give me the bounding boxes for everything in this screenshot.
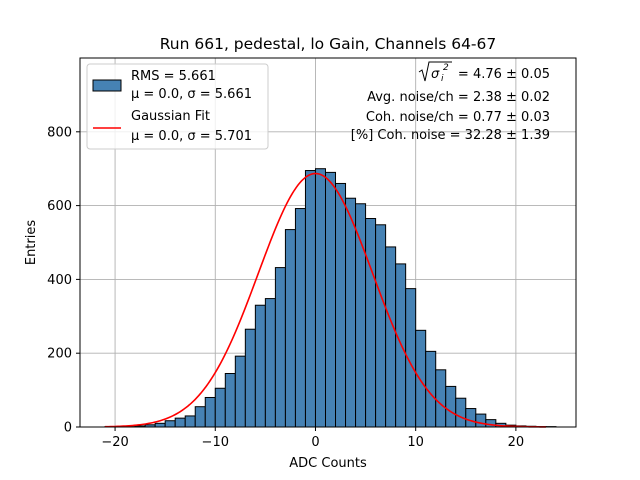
y-tick-label: 600 xyxy=(47,199,72,214)
histogram-bar xyxy=(184,415,196,428)
y-axis-ticks: 0 200 400 600 800 xyxy=(47,125,80,436)
histogram-bar xyxy=(385,246,397,428)
coh-noise-text: Coh. noise/ch = 0.77 ± 0.03 xyxy=(366,110,550,125)
x-tick-label: 0 xyxy=(311,435,319,450)
x-axis-ticks: −20 −10 0 10 20 xyxy=(101,427,524,450)
histogram-bar xyxy=(435,369,447,428)
histogram-bar xyxy=(375,224,387,428)
histogram-bar xyxy=(345,197,357,428)
legend-fit-params: μ = 0.0, σ = 5.701 xyxy=(131,129,252,144)
histogram-bar xyxy=(254,304,266,428)
histogram-bar xyxy=(304,170,316,428)
sqrt-sigma-symbol: σ 2 i xyxy=(418,61,452,84)
histogram-bar xyxy=(174,417,186,428)
sigma-subscript: i xyxy=(441,74,444,84)
y-axis-label: Entries xyxy=(24,220,39,266)
histogram-bar xyxy=(284,229,296,428)
histogram-bar xyxy=(465,408,477,428)
sigma-i-glyph: σ xyxy=(431,67,440,82)
histogram-bar xyxy=(324,171,337,428)
x-axis-label: ADC Counts xyxy=(289,456,367,471)
sqrt-radical-icon xyxy=(418,61,452,82)
legend-histogram-label: RMS = 5.661 xyxy=(131,69,216,84)
avg-noise-text: Avg. noise/ch = 2.38 ± 0.02 xyxy=(367,90,550,105)
legend-histogram-params: μ = 0.0, σ = 5.661 xyxy=(131,87,252,102)
x-tick-label: 20 xyxy=(508,435,525,450)
histogram-bar xyxy=(294,208,306,428)
histogram-bar xyxy=(244,328,256,428)
histogram-bar xyxy=(445,385,457,428)
y-tick-label: 0 xyxy=(64,421,72,436)
sqrt-sigma-value: = 4.76 ± 0.05 xyxy=(458,67,550,82)
histogram-bar xyxy=(154,422,166,428)
y-tick-label: 200 xyxy=(47,347,72,362)
histogram-bar xyxy=(264,298,276,428)
histogram-bar xyxy=(365,218,377,428)
legend: RMS = 5.661 μ = 0.0, σ = 5.661 Gaussian … xyxy=(86,63,269,150)
histogram-bar xyxy=(204,396,216,428)
histogram-bar xyxy=(355,203,367,428)
pct-coh-noise-text: [%] Coh. noise = 32.28 ± 1.39 xyxy=(351,128,550,143)
chart-title: Run 661, pedestal, lo Gain, Channels 64-… xyxy=(160,35,497,53)
histogram-bar xyxy=(335,182,347,428)
sigma-superscript: 2 xyxy=(443,63,449,73)
histogram-bar xyxy=(274,267,286,428)
gaussian-fit-layer xyxy=(105,172,546,428)
y-tick-label: 400 xyxy=(47,273,72,288)
axes-frame xyxy=(79,57,577,428)
x-tick-label: −20 xyxy=(101,435,128,450)
histogram-bar xyxy=(455,397,467,428)
histogram-bar xyxy=(164,420,176,428)
histogram-bar xyxy=(475,413,487,428)
legend-fit-label: Gaussian Fit xyxy=(131,109,210,124)
legend-patch-histogram xyxy=(92,79,122,92)
x-tick-label: 10 xyxy=(407,435,424,450)
legend-box xyxy=(86,63,269,150)
gaussian-fit-curve xyxy=(105,172,546,428)
x-tick-label: −10 xyxy=(202,435,229,450)
histogram-bar xyxy=(415,329,427,428)
histogram-bar xyxy=(224,372,236,428)
histogram-bar xyxy=(214,387,226,428)
histogram-bar xyxy=(314,168,326,428)
y-tick-label: 800 xyxy=(47,125,72,140)
histogram-bar xyxy=(194,406,206,428)
histogram-bars xyxy=(104,168,557,428)
noise-annotations: σ 2 i = 4.76 ± 0.05 Avg. noise/ch = 2.38… xyxy=(351,61,550,143)
histogram-bar xyxy=(234,355,246,428)
